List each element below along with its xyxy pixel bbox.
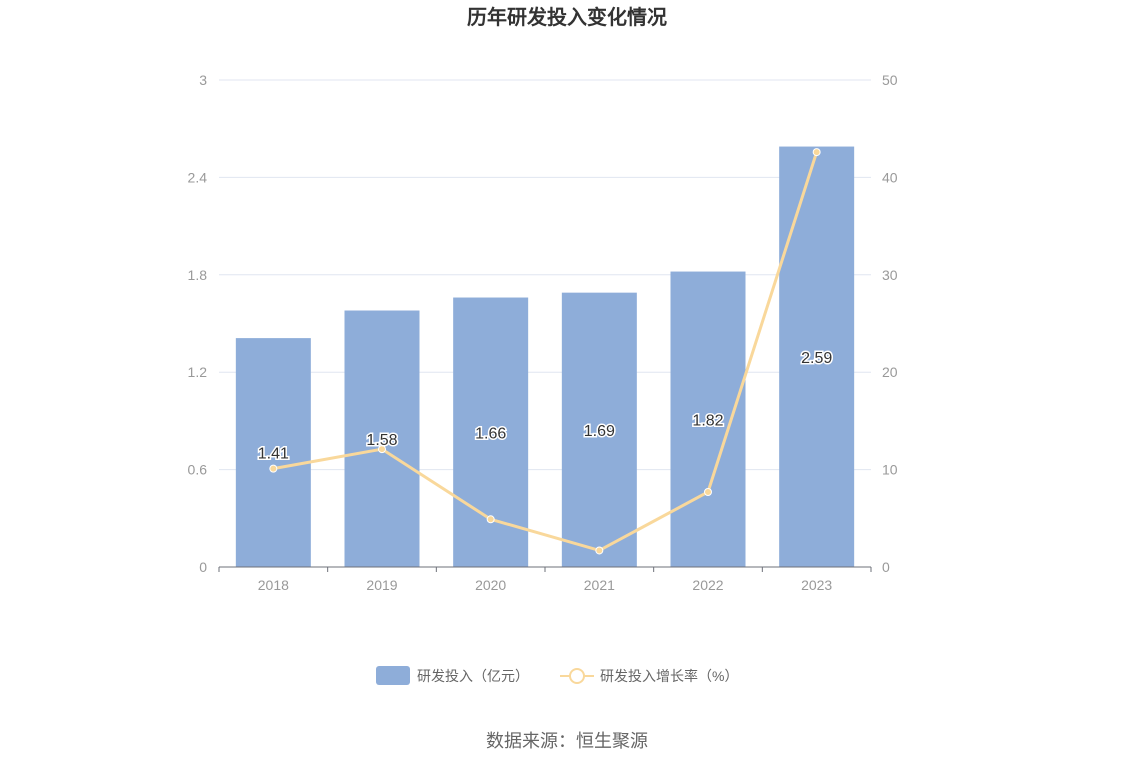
x-tick-label: 2018 (258, 577, 289, 593)
grid-lines (219, 79, 871, 471)
right-axis-ticks: 0 10 20 30 40 50 (882, 72, 898, 575)
right-tick-label: 30 (882, 267, 898, 283)
legend-bar-label: 研发投入（亿元） (417, 668, 529, 684)
legend: 研发投入（亿元） 研发投入增长率（%） (376, 666, 738, 685)
bar-value-label: 1.69 (584, 423, 615, 440)
bar-value-label: 1.66 (475, 425, 506, 442)
line-series (269, 148, 821, 555)
right-tick-label: 0 (882, 559, 890, 575)
bar-series (235, 146, 855, 567)
x-tick-label: 2021 (584, 577, 615, 593)
bar-value-label: 1.82 (692, 412, 723, 429)
line-point (269, 464, 278, 473)
bar (779, 146, 855, 567)
left-tick-label: 2.4 (188, 169, 208, 185)
left-tick-label: 0 (199, 559, 207, 575)
x-axis-ticks: 2018 2019 2020 2021 2022 2023 (218, 567, 872, 593)
line-point (595, 546, 604, 555)
left-tick-label: 1.2 (188, 364, 208, 380)
bar (561, 292, 637, 567)
line-point (378, 445, 386, 454)
data-source: 数据来源：恒生聚源 (486, 731, 648, 751)
x-tick-label: 2019 (366, 577, 397, 593)
bar-value-label: 1.41 (258, 446, 289, 463)
legend-line-label: 研发投入增长率（%） (600, 668, 738, 684)
chart-title: 历年研发投入变化情况 (467, 5, 667, 29)
x-tick-label: 2023 (801, 577, 832, 593)
right-tick-label: 20 (882, 364, 898, 380)
bar-value-label: 2.59 (801, 350, 832, 367)
x-tick-label: 2020 (475, 577, 506, 593)
bar (670, 271, 746, 567)
left-axis-ticks: 0 0.6 1.2 1.8 2.4 3 (188, 72, 208, 575)
line-point (704, 488, 712, 497)
bar (344, 310, 420, 567)
right-tick-label: 10 (882, 462, 898, 478)
growth-line (273, 151, 819, 553)
line-point (812, 148, 821, 157)
right-tick-label: 50 (882, 72, 898, 88)
bar-labels: 1.41 1.58 1.66 1.69 1.82 2.59 (256, 348, 834, 464)
bar (235, 338, 311, 567)
line-point (486, 515, 495, 524)
legend-bar-swatch (376, 666, 410, 685)
bar-value-label: 1.58 (366, 432, 397, 449)
legend-line-marker (569, 668, 585, 684)
left-tick-label: 3 (199, 72, 207, 88)
left-tick-label: 1.8 (188, 267, 208, 283)
left-tick-label: 0.6 (188, 462, 208, 478)
right-tick-label: 40 (882, 169, 898, 185)
x-tick-label: 2022 (692, 577, 723, 593)
